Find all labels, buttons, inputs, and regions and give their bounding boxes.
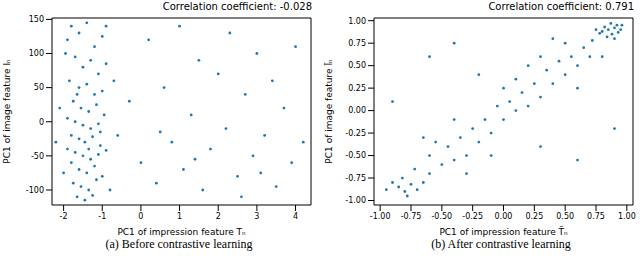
svg-text:0.50: 0.50 [556, 212, 574, 221]
svg-text:-50: -50 [31, 152, 44, 161]
svg-text:-0.75: -0.75 [345, 174, 366, 183]
svg-text:1.00: 1.00 [618, 212, 632, 221]
svg-text:2: 2 [216, 212, 221, 221]
svg-text:0.00: 0.00 [348, 106, 366, 115]
svg-text:-2: -2 [60, 212, 68, 221]
svg-text:PC1 of image feature Īₙ: PC1 of image feature Īₙ [324, 59, 334, 164]
svg-text:-100: -100 [26, 186, 44, 195]
svg-text:0.25: 0.25 [525, 212, 543, 221]
html-text:(b) After contrastive learning: (b) After contrastive learning [431, 237, 571, 251]
svg-text:0.25: 0.25 [348, 84, 366, 93]
svg-text:0: 0 [138, 212, 143, 221]
svg-text:0.75: 0.75 [348, 39, 366, 48]
svg-text:1: 1 [177, 212, 182, 221]
svg-text:-0.25: -0.25 [462, 212, 483, 221]
svg-text:-1: -1 [98, 212, 106, 221]
svg-text:1.00: 1.00 [348, 17, 366, 26]
svg-text:0: 0 [39, 118, 44, 127]
svg-text:150: 150 [29, 15, 44, 24]
svg-text:100: 100 [29, 49, 44, 58]
svg-text:PC1 of impression feature T̄ₙ: PC1 of impression feature T̄ₙ [439, 226, 568, 237]
svg-text:4: 4 [293, 212, 298, 221]
svg-text:-1.00: -1.00 [370, 212, 391, 221]
svg-text:3: 3 [254, 212, 259, 221]
svg-text:50: 50 [34, 83, 44, 92]
html-text:Correlation coefficient: 0.791: Correlation coefficient: 0.791 [488, 1, 634, 12]
html-text:Correlation coefficient: -0.02: Correlation coefficient: -0.028 [162, 1, 312, 12]
svg-text:0.50: 0.50 [348, 61, 366, 70]
svg-text:-0.50: -0.50 [345, 151, 366, 160]
svg-text:PC1 of image feature Iₙ: PC1 of image feature Iₙ [8, 59, 12, 164]
svg-text:-1.00: -1.00 [345, 196, 366, 205]
svg-text:PC1 of impression feature Tₙ: PC1 of impression feature Tₙ [117, 227, 246, 237]
svg-text:-0.25: -0.25 [345, 129, 366, 138]
svg-text:0.00: 0.00 [495, 212, 513, 221]
svg-text:-0.75: -0.75 [401, 212, 422, 221]
html-text:(a) Before contrastive learnin: (a) Before contrastive learning [105, 237, 253, 251]
svg-text:-0.50: -0.50 [431, 212, 452, 221]
svg-text:0.75: 0.75 [587, 212, 605, 221]
